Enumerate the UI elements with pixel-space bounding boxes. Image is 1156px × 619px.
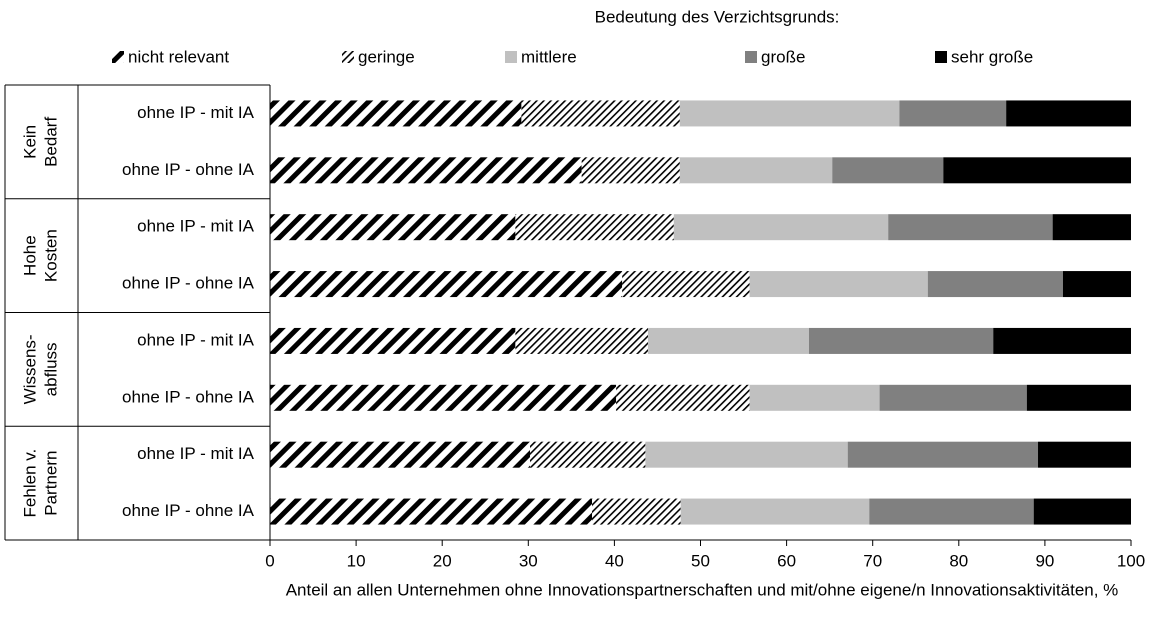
bar-segment <box>515 214 674 241</box>
bar-segment <box>270 271 623 298</box>
bar-segment <box>679 100 900 127</box>
bar-segment <box>993 327 1131 354</box>
x-tick-label: 80 <box>949 551 968 570</box>
legend-label: mittlere <box>521 47 577 66</box>
bar-segment <box>1033 498 1131 525</box>
bar-segment <box>888 214 1053 241</box>
bar-segment <box>270 327 516 354</box>
x-tick-label: 10 <box>347 551 366 570</box>
legend-label: große <box>761 47 805 66</box>
legend-label: geringe <box>358 47 415 66</box>
bar-segment <box>879 384 1027 411</box>
legend-swatch <box>505 51 517 63</box>
bar-segment <box>270 498 593 525</box>
bar-segment <box>679 157 833 184</box>
bar-segment <box>270 157 582 184</box>
x-tick-label: 70 <box>863 551 882 570</box>
bar-segment <box>270 214 516 241</box>
bar-segment <box>1026 384 1131 411</box>
category-label: ohne IP - ohne IA <box>122 501 255 520</box>
bar-segment <box>1062 271 1131 298</box>
bar-segment <box>927 271 1063 298</box>
bar-segment <box>847 441 1039 468</box>
bar-segment <box>673 214 889 241</box>
x-tick-label: 30 <box>519 551 538 570</box>
bar-segment <box>521 100 680 127</box>
x-tick-label: 60 <box>777 551 796 570</box>
x-tick-label: 40 <box>605 551 624 570</box>
x-tick-label: 100 <box>1117 551 1145 570</box>
group-label: Partnern <box>41 451 60 516</box>
group-label: Fehlen v. <box>20 449 39 518</box>
category-label: ohne IP - mit IA <box>137 217 255 236</box>
bar-segment <box>270 100 522 127</box>
bar-segment <box>530 441 646 468</box>
category-label: ohne IP - mit IA <box>137 444 255 463</box>
legend-label: nicht relevant <box>128 47 229 66</box>
bar-segment <box>616 384 750 411</box>
bar-segment <box>680 498 870 525</box>
category-label: ohne IP - mit IA <box>137 103 255 122</box>
bar-segment <box>749 271 928 298</box>
x-tick-label: 90 <box>1035 551 1054 570</box>
group-label: abfluss <box>41 342 60 396</box>
bar-segment <box>943 157 1131 184</box>
bar-segment <box>592 498 681 525</box>
bar-segment <box>270 441 531 468</box>
x-axis-title: Anteil an allen Unternehmen ohne Innovat… <box>286 580 1119 599</box>
x-tick-label: 20 <box>433 551 452 570</box>
category-label: ohne IP - ohne IA <box>122 274 255 293</box>
group-label: Wissens- <box>20 334 39 404</box>
category-label: ohne IP - ohne IA <box>122 160 255 179</box>
bar-segment <box>1038 441 1131 468</box>
category-label: ohne IP - mit IA <box>137 330 255 349</box>
bar-segment <box>270 384 617 411</box>
bar-segment <box>622 271 750 298</box>
bar-segment <box>899 100 1007 127</box>
group-label: Kosten <box>41 229 60 282</box>
legend-swatch <box>112 51 124 63</box>
bar-segment <box>1006 100 1131 127</box>
category-label: ohne IP - ohne IA <box>122 387 255 406</box>
bar-segment <box>808 327 994 354</box>
bar-segment <box>869 498 1034 525</box>
bar-segment <box>645 441 848 468</box>
group-label: Kein <box>20 125 39 159</box>
bar-segment <box>749 384 880 411</box>
x-tick-label: 50 <box>691 551 710 570</box>
legend-label: sehr große <box>951 47 1033 66</box>
group-label: Bedarf <box>41 117 60 167</box>
bar-segment <box>1052 214 1131 241</box>
legend-swatch <box>342 51 354 63</box>
bar-segment <box>832 157 944 184</box>
legend-swatch <box>935 51 947 63</box>
legend-swatch <box>745 51 757 63</box>
bar-segment <box>581 157 680 184</box>
x-tick-label: 0 <box>265 551 274 570</box>
bar-segment <box>515 327 648 354</box>
bar-segment <box>647 327 809 354</box>
group-label: Hohe <box>20 235 39 276</box>
legend-title: Bedeutung des Verzichtsgrunds: <box>595 7 840 26</box>
